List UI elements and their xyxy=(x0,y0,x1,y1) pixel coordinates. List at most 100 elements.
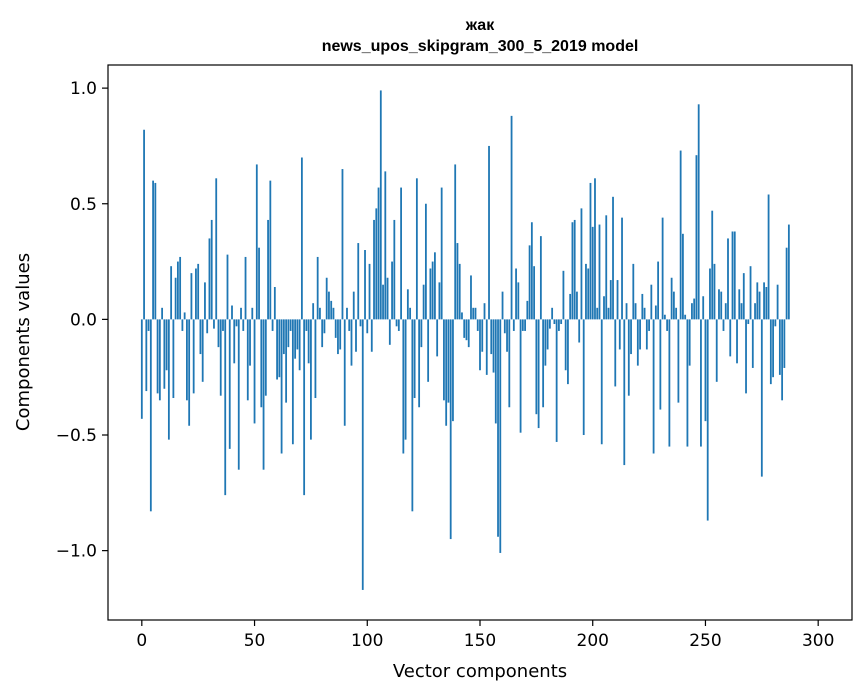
bar xyxy=(197,263,200,320)
bar xyxy=(765,287,768,320)
bar xyxy=(461,312,463,320)
bar xyxy=(210,219,213,320)
bar xyxy=(490,319,493,355)
x-tick-label: 300 xyxy=(802,631,834,651)
bar xyxy=(751,319,754,368)
bar xyxy=(350,319,353,366)
y-axis-ticks: −1.0 −0.5 0.0 0.5 1.0 xyxy=(56,79,108,562)
bar xyxy=(567,319,569,385)
bar xyxy=(388,319,391,345)
bar xyxy=(445,319,448,426)
bar xyxy=(603,296,605,320)
bar xyxy=(555,319,558,442)
bar xyxy=(267,219,269,320)
bar xyxy=(763,282,765,320)
bar xyxy=(785,247,788,320)
bar xyxy=(165,319,168,371)
bar xyxy=(713,263,716,320)
bar xyxy=(201,319,204,382)
bar xyxy=(260,319,263,408)
bar xyxy=(355,319,357,352)
bar xyxy=(548,319,551,329)
bar xyxy=(152,180,154,320)
bar xyxy=(449,319,452,540)
bar xyxy=(278,319,281,378)
x-tick-label: 0 xyxy=(136,631,147,651)
bar xyxy=(506,319,508,352)
bar xyxy=(228,319,231,449)
bar xyxy=(497,319,499,537)
bar xyxy=(706,319,709,521)
bar xyxy=(472,307,475,320)
bar xyxy=(215,178,218,320)
bar xyxy=(188,319,191,426)
bar xyxy=(319,307,321,320)
bar xyxy=(456,243,459,320)
bar xyxy=(454,164,457,320)
bar xyxy=(691,303,693,320)
bar xyxy=(406,289,409,320)
x-axis-ticks: 0 50 100 150 200 250 300 xyxy=(136,620,834,651)
bar xyxy=(636,319,639,366)
bar xyxy=(384,171,387,320)
bar xyxy=(368,263,371,320)
bar xyxy=(303,319,306,496)
plot-frame xyxy=(107,64,853,621)
bar xyxy=(738,289,741,320)
bar xyxy=(645,319,648,350)
x-tick-label: 250 xyxy=(689,631,721,651)
bar xyxy=(377,187,380,320)
bar xyxy=(551,307,554,320)
bar xyxy=(754,303,756,320)
bar xyxy=(170,266,173,320)
bar xyxy=(271,319,274,331)
bar xyxy=(715,319,718,382)
bar xyxy=(174,277,177,320)
bar xyxy=(429,268,432,320)
bar xyxy=(310,319,312,440)
bar-series xyxy=(140,90,790,590)
bar xyxy=(783,319,786,368)
bar xyxy=(393,219,396,320)
bar xyxy=(781,319,784,401)
bar xyxy=(364,250,366,320)
bar xyxy=(431,261,434,320)
bar xyxy=(294,319,297,359)
bar xyxy=(339,319,342,350)
bar xyxy=(760,319,763,477)
bar xyxy=(528,245,531,320)
bar xyxy=(190,273,193,320)
bar xyxy=(321,319,324,348)
bar xyxy=(688,319,691,366)
y-tick-label: 0.0 xyxy=(70,310,97,330)
bar xyxy=(578,319,581,343)
bar xyxy=(533,266,536,320)
bar xyxy=(542,319,545,408)
bar xyxy=(172,319,175,399)
bar xyxy=(508,319,511,408)
bar xyxy=(560,319,563,325)
y-tick-label: −0.5 xyxy=(56,426,97,446)
bar xyxy=(397,319,400,331)
bar xyxy=(589,182,592,320)
bar xyxy=(348,319,351,331)
bar xyxy=(176,261,179,320)
bar xyxy=(373,219,375,320)
bar xyxy=(424,203,427,320)
bar xyxy=(733,231,736,320)
bar xyxy=(463,319,466,338)
bar xyxy=(650,284,653,320)
bar xyxy=(341,169,344,320)
bar xyxy=(282,319,285,355)
bar xyxy=(273,287,276,320)
bar xyxy=(666,319,669,331)
bar xyxy=(334,319,337,338)
x-tick-label: 50 xyxy=(244,631,266,651)
bar xyxy=(558,319,560,331)
chart-title-model: news_upos_skipgram_300_5_2019 model xyxy=(322,38,639,55)
bar xyxy=(219,319,222,396)
bar xyxy=(226,254,229,320)
bar xyxy=(600,319,603,445)
bar xyxy=(346,307,348,320)
bar xyxy=(305,319,308,331)
